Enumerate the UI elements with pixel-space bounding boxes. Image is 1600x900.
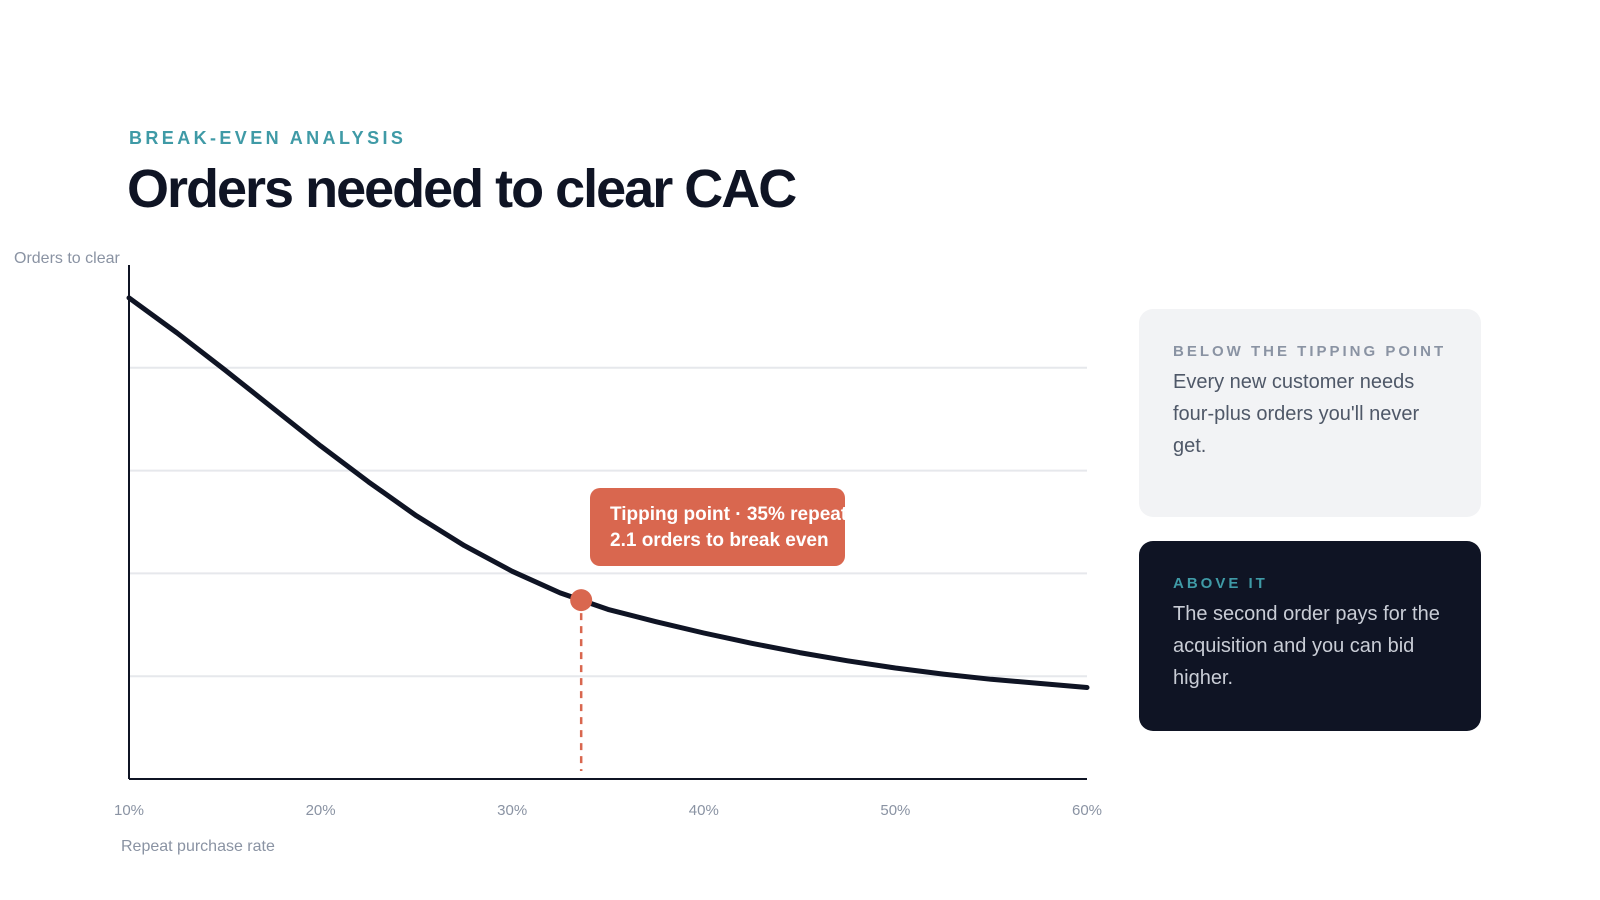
card-label: ABOVE IT [1173,575,1268,592]
callout-line-2: 2.1 orders to break even [610,530,829,551]
section-eyebrow: BREAK-EVEN ANALYSIS [129,128,407,148]
x-axis-title: Repeat purchase rate [121,838,275,855]
annotation [570,589,593,771]
page-title: Orders needed to clear CAC [127,159,797,219]
y-axis-title: Orders to clear [14,250,120,267]
axes [128,265,1087,780]
x-tick-label: 50% [880,802,910,819]
x-tick-label: 60% [1072,802,1102,819]
card-label: BELOW THE TIPPING POINT [1173,343,1447,360]
below-tipping-point-card: BELOW THE TIPPING POINT Every new custom… [1139,309,1481,517]
x-tick-label: 10% [114,802,144,819]
x-tick-label: 30% [497,802,527,819]
card-body: The second order pays for the acquisitio… [1173,603,1440,689]
tipping-point-marker [570,589,593,612]
above-tipping-point-card: ABOVE IT The second order pays for the a… [1139,541,1481,731]
x-tick-label: 20% [306,802,336,819]
series-line [126,295,1090,690]
card-body: Every new customer needs four-plus order… [1173,371,1420,457]
axis-labels: 10% 20% 30% 40% 50% 60% Orders to clear Repeat … [14,250,1102,855]
series [126,295,1090,690]
gridlines [129,366,1087,678]
break-even-line-chart: 10% 20% 30% 40% 50% 60% Orders to clear Repeat … [14,250,1102,855]
callout-line-1: Tipping point · 35% repeat [610,504,848,525]
x-tick-label: 40% [689,802,719,819]
tipping-point-callout: Tipping point · 35% repeat 2.1 orders to… [590,488,848,566]
